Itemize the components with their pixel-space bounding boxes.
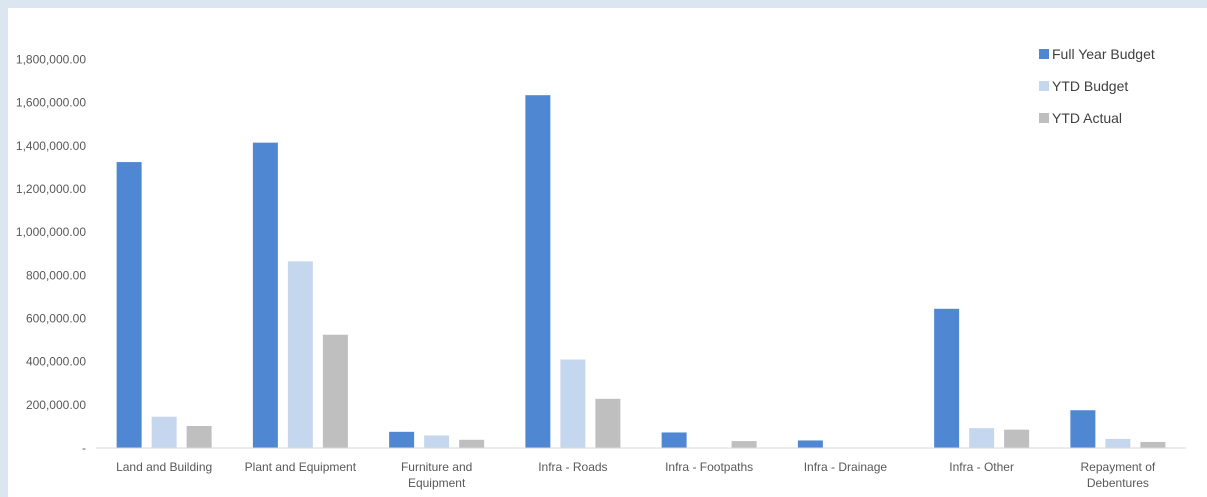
y-tick-label: 1,000,000.00: [16, 225, 86, 239]
x-tick-label-line: Infra - Other: [949, 460, 1014, 474]
y-tick-label: 200,000.00: [26, 398, 86, 412]
y-tick-label: -: [82, 441, 86, 455]
x-tick-label-line: Infra - Drainage: [804, 460, 888, 474]
legend-swatch: [1039, 49, 1049, 59]
bar-full-year-budget-6: [934, 308, 960, 448]
x-tick-label: Infra - Drainage: [804, 460, 888, 474]
x-tick-label: Infra - Footpaths: [665, 460, 753, 474]
y-tick-label: 400,000.00: [26, 355, 86, 369]
x-tick-label-line: Repayment of: [1081, 460, 1156, 474]
bar-ytd-budget-7: [1105, 438, 1131, 448]
y-tick-label: 1,600,000.00: [16, 96, 86, 110]
bar-ytd-actual-2: [459, 439, 485, 448]
bar-ytd-actual-0: [186, 425, 212, 448]
y-tick-label: 1,800,000.00: [16, 53, 86, 67]
x-tick-label: Infra - Roads: [538, 460, 607, 474]
bar-ytd-budget-1: [287, 261, 313, 448]
legend-label: YTD Actual: [1052, 110, 1122, 126]
x-tick-label: Land and Building: [116, 460, 212, 474]
x-tick-label-line: Equipment: [408, 476, 466, 490]
bar-ytd-actual-6: [1004, 429, 1030, 448]
bar-ytd-budget-0: [151, 416, 177, 448]
y-tick-label: 800,000.00: [26, 268, 86, 282]
x-tick-label-line: Land and Building: [116, 460, 212, 474]
bar-ytd-budget-2: [424, 435, 450, 448]
bar-full-year-budget-1: [252, 142, 278, 448]
legend-label: Full Year Budget: [1052, 46, 1155, 62]
y-tick-label: 600,000.00: [26, 312, 86, 326]
bar-full-year-budget-5: [797, 440, 823, 448]
bar-full-year-budget-4: [661, 432, 687, 448]
x-tick-label: Plant and Equipment: [245, 460, 357, 474]
x-axis: Land and Building Plant and Equipment Furn…: [116, 460, 1156, 490]
y-tick-label: 1,400,000.00: [16, 139, 86, 153]
bar-ytd-budget-3: [560, 359, 586, 448]
bar-full-year-budget-7: [1070, 410, 1096, 448]
chart-area: - 200,000.00 400,000.00 600,000.00 800,000.0…: [8, 8, 1207, 497]
legend-swatch: [1039, 113, 1049, 123]
x-tick-label-line: Infra - Roads: [538, 460, 607, 474]
x-tick-label-line: Infra - Footpaths: [665, 460, 753, 474]
y-tick-label: 1,200,000.00: [16, 182, 86, 196]
x-tick-label: Repayment of Debentures: [1081, 460, 1156, 490]
bar-full-year-budget-0: [116, 162, 142, 448]
bar-ytd-actual-7: [1140, 441, 1166, 448]
x-tick-label-line: Plant and Equipment: [245, 460, 357, 474]
legend-swatch: [1039, 81, 1049, 91]
x-tick-label: Furniture and Equipment: [401, 460, 472, 490]
bars-group: [116, 95, 1166, 449]
legend-label: YTD Budget: [1052, 78, 1128, 94]
x-tick-label-line: Debentures: [1087, 476, 1149, 490]
bar-chart: - 200,000.00 400,000.00 600,000.00 800,000.0…: [16, 46, 1186, 490]
y-axis: - 200,000.00 400,000.00 600,000.00 800,000.0…: [16, 53, 86, 455]
legend: Full Year Budget YTD Budget YTD Actual: [1039, 46, 1155, 126]
bar-full-year-budget-3: [525, 95, 551, 449]
bar-ytd-actual-1: [322, 334, 348, 448]
bar-full-year-budget-2: [389, 431, 415, 448]
bar-ytd-actual-4: [731, 441, 757, 448]
x-tick-label-line: Furniture and: [401, 460, 472, 474]
bar-ytd-budget-6: [969, 428, 995, 448]
bar-ytd-actual-3: [595, 398, 621, 448]
x-tick-label: Infra - Other: [949, 460, 1014, 474]
